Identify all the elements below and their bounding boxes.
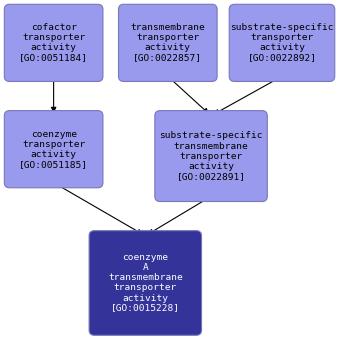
FancyBboxPatch shape (155, 110, 267, 201)
FancyBboxPatch shape (4, 111, 103, 188)
FancyBboxPatch shape (118, 4, 217, 82)
Text: transmembrane
transporter
activity
[GO:0022857]: transmembrane transporter activity [GO:0… (130, 23, 205, 62)
Text: substrate-specific
transporter
activity
[GO:0022892]: substrate-specific transporter activity … (230, 23, 334, 62)
Text: coenzyme
A
transmembrane
transporter
activity
[GO:0015228]: coenzyme A transmembrane transporter act… (108, 253, 183, 312)
FancyBboxPatch shape (4, 4, 103, 82)
Text: cofactor
transporter
activity
[GO:0051184]: cofactor transporter activity [GO:005118… (19, 23, 88, 62)
Text: substrate-specific
transmembrane
transporter
activity
[GO:0022891]: substrate-specific transmembrane transpo… (159, 131, 263, 181)
FancyBboxPatch shape (89, 230, 201, 335)
FancyBboxPatch shape (229, 4, 335, 82)
Text: coenzyme
transporter
activity
[GO:0051185]: coenzyme transporter activity [GO:005118… (19, 130, 88, 169)
